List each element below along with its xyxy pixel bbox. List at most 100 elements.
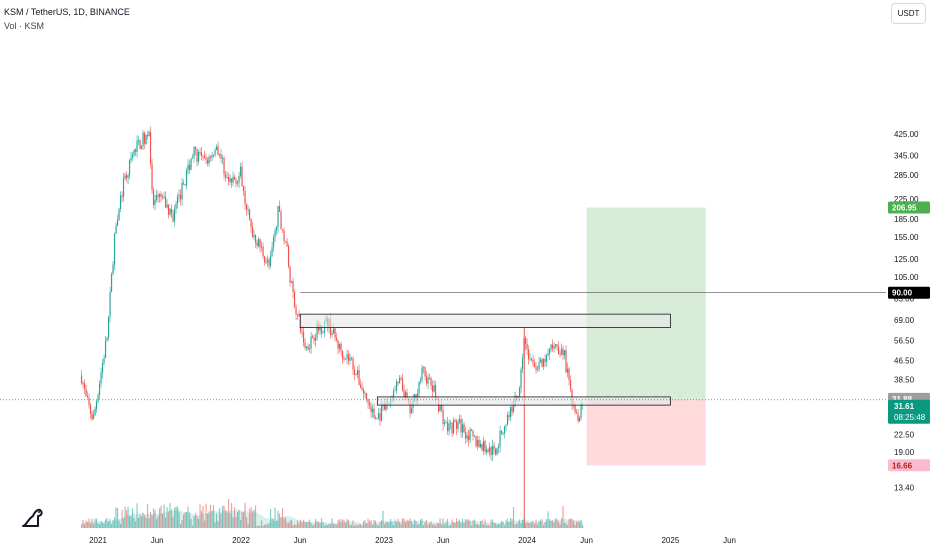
volume-bar bbox=[101, 522, 104, 528]
volume-bar bbox=[83, 524, 86, 528]
volume-bar bbox=[344, 522, 347, 528]
candle-body bbox=[127, 175, 129, 178]
candle-body bbox=[533, 362, 536, 367]
volume-bar bbox=[100, 520, 102, 528]
candle-body bbox=[251, 227, 254, 237]
candle-body bbox=[560, 348, 563, 355]
candle-body bbox=[379, 413, 381, 421]
candle-body bbox=[155, 195, 158, 200]
volume-bar bbox=[197, 519, 200, 528]
candle-body bbox=[481, 443, 483, 451]
volume-bar bbox=[451, 519, 453, 528]
candle-body bbox=[577, 413, 579, 422]
candle-body bbox=[461, 424, 464, 433]
candle-body bbox=[535, 366, 537, 370]
volume-bar bbox=[257, 525, 260, 528]
candle-body bbox=[154, 199, 156, 205]
candle-body bbox=[385, 403, 387, 410]
volume-bar bbox=[541, 519, 543, 528]
volume-bar bbox=[358, 524, 360, 528]
currency-button[interactable]: USDT bbox=[891, 3, 926, 24]
candle-body bbox=[448, 423, 450, 432]
candle-body bbox=[470, 429, 473, 432]
volume-legend: Vol · KSM bbox=[4, 21, 45, 31]
candle-body bbox=[179, 194, 182, 200]
candle-body bbox=[565, 350, 567, 373]
candle-body bbox=[290, 281, 293, 283]
volume-bar bbox=[434, 525, 437, 528]
candle-body bbox=[365, 393, 368, 399]
volume-bar bbox=[356, 525, 359, 528]
volume-bar bbox=[335, 525, 338, 528]
candle-body bbox=[109, 292, 111, 317]
volume-bar bbox=[278, 513, 281, 528]
candle-body bbox=[175, 203, 177, 209]
candle-body bbox=[509, 406, 512, 418]
candle-body bbox=[532, 359, 534, 363]
volume-bar bbox=[113, 517, 116, 528]
candle-body bbox=[187, 164, 189, 171]
candle-body bbox=[293, 291, 296, 307]
y-tick-label: 185.00 bbox=[894, 215, 919, 224]
volume-bar bbox=[194, 512, 197, 528]
volume-bar bbox=[545, 519, 548, 528]
volume-bar bbox=[299, 519, 302, 528]
volume-bar bbox=[166, 507, 168, 528]
volume-bar bbox=[454, 522, 456, 528]
volume-bar bbox=[223, 505, 225, 528]
volume-bar bbox=[520, 523, 522, 528]
volume-bar bbox=[283, 518, 285, 528]
candle-body bbox=[209, 156, 212, 158]
volume-bar bbox=[271, 518, 273, 528]
candle-body bbox=[506, 414, 509, 425]
candle-body bbox=[361, 387, 363, 390]
candle-body bbox=[550, 344, 552, 350]
candle-body bbox=[125, 175, 128, 178]
volume-bar bbox=[370, 520, 372, 528]
volume-bar bbox=[491, 519, 494, 528]
volume-bar bbox=[512, 506, 515, 528]
candle-body bbox=[431, 385, 434, 392]
candle-body bbox=[95, 401, 98, 409]
volume-ma-area bbox=[81, 509, 584, 528]
volume-bar bbox=[403, 518, 405, 528]
candle-body bbox=[464, 432, 467, 439]
candle-body bbox=[136, 140, 138, 152]
volume-bar bbox=[221, 505, 224, 528]
volume-bar bbox=[98, 524, 101, 528]
candle-body bbox=[247, 209, 249, 211]
candle-body bbox=[139, 140, 141, 149]
candle-body bbox=[433, 385, 435, 392]
candle-body bbox=[397, 381, 399, 384]
y-tick-label: 225.00 bbox=[894, 195, 919, 204]
candle-body bbox=[145, 135, 147, 144]
volume-bar bbox=[274, 507, 276, 528]
volume-bar bbox=[518, 519, 521, 528]
volume-bar bbox=[301, 521, 303, 528]
candle-body bbox=[563, 350, 566, 356]
volume-bar bbox=[337, 520, 339, 528]
volume-bar bbox=[149, 512, 152, 528]
candle-body bbox=[460, 419, 462, 433]
volume-bar bbox=[176, 507, 179, 528]
candle-body bbox=[430, 378, 432, 386]
candle-body bbox=[347, 354, 350, 361]
volume-bar bbox=[238, 510, 240, 528]
candle-body bbox=[338, 343, 341, 349]
volume-bar bbox=[199, 504, 201, 528]
volume-bar bbox=[431, 524, 434, 528]
candle-body bbox=[526, 343, 528, 350]
candle-body bbox=[491, 445, 494, 455]
candle-body bbox=[370, 405, 372, 413]
candle-body bbox=[91, 413, 93, 420]
volume-bar bbox=[328, 524, 330, 528]
candle-body bbox=[89, 404, 92, 414]
candle-body bbox=[131, 154, 134, 158]
volume-bar bbox=[559, 524, 561, 528]
volume-bar bbox=[112, 520, 114, 528]
candle-body bbox=[373, 408, 375, 418]
volume-bar bbox=[422, 525, 425, 528]
volume-bar bbox=[412, 524, 414, 528]
volume-bar bbox=[178, 511, 180, 528]
